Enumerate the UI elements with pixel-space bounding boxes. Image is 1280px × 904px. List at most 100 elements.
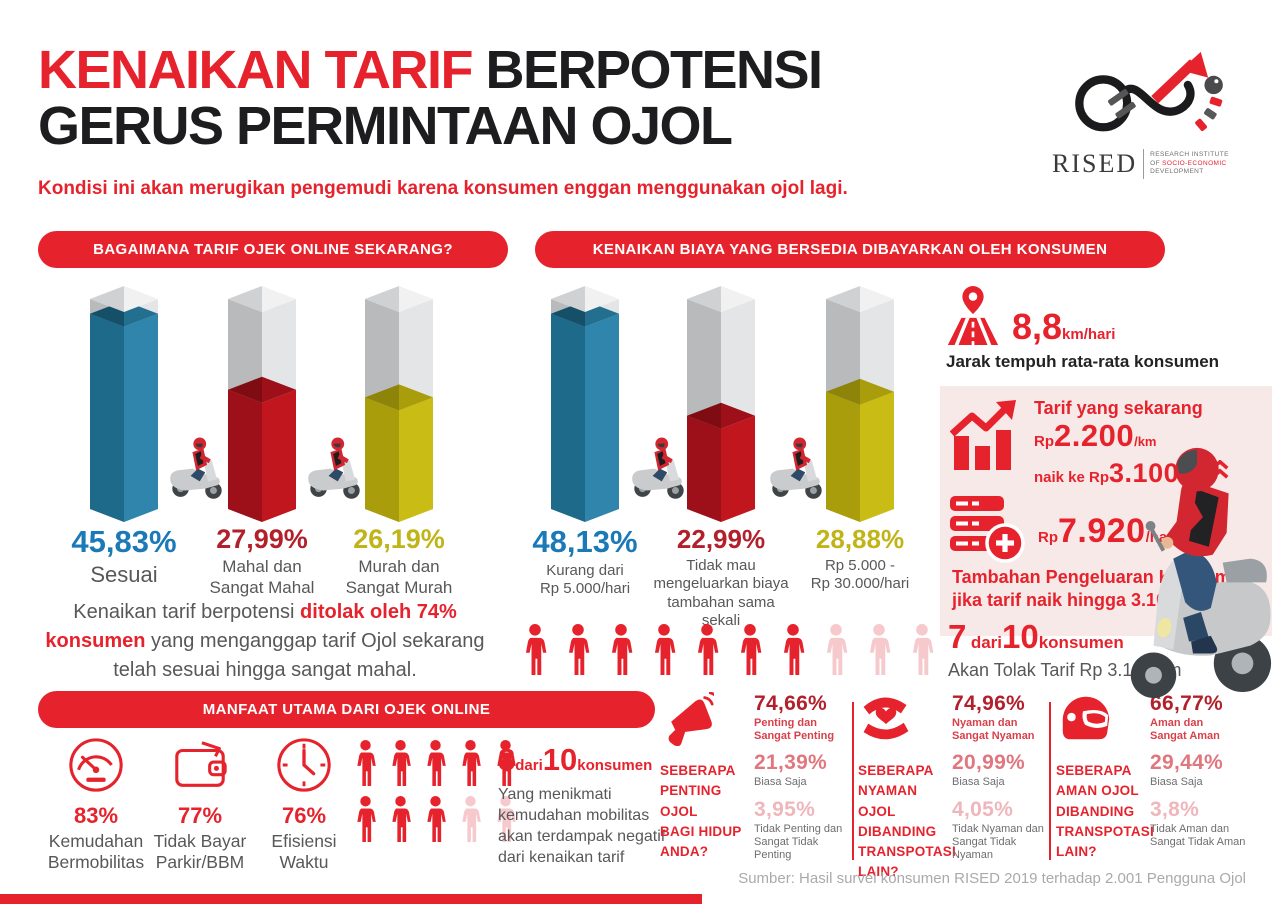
rejection-caption: Akan Tolak Tarif Rp 3.100/km <box>948 660 1182 680</box>
bar-value-block: 26,19% Murah dan Sangat Murah <box>324 524 474 598</box>
bottom-accent-bar <box>0 894 702 904</box>
survey-question-block: SEBERAPA NYAMAN OJOL DIBANDING TRANSPOTASI L… <box>858 692 956 883</box>
survey-stat-value: 29,44% <box>1150 751 1224 775</box>
section-header-willingness: KENAIKAN BIAYA YANG BERSEDIA DIBAYARKAN … <box>535 231 1165 268</box>
distance-unit: km/hari <box>1062 326 1116 343</box>
bar-red <box>687 286 755 531</box>
bar-value-block: 45,83% Sesuai <box>49 524 199 589</box>
survey-stat-value: 4,05% <box>952 797 1014 821</box>
wallet-icon <box>148 736 252 799</box>
survey-stat: 4,05% Tidak Nyaman dan Sangat Tidak Nyama… <box>952 798 1050 863</box>
road-pin-icon <box>944 284 1004 353</box>
impact-big2: 10 <box>542 742 578 777</box>
rejection-pictogram-row <box>520 624 937 675</box>
impact-pictogram-grid <box>352 740 524 842</box>
helmet-icon <box>1056 692 1144 751</box>
benefit-items: 83% Kemudahan Bermobilitas 77% Tidak Baya… <box>44 736 356 874</box>
benefit-item: 76% Efisiensi Waktu <box>252 736 356 874</box>
money-plus-icon <box>948 492 1026 569</box>
survey-question: SEBERAPA PENTING OJOL BAGI HIDUP ANDA? <box>660 763 742 859</box>
source-note: Sumber: Hasil survei konsumen RISED 2019… <box>738 870 1246 887</box>
logo-tagline: RESEARCH INSTITUTE OF SOCIO-ECONOMIC DEV… <box>1150 151 1229 177</box>
title-line2: GERUS PERMINTAAN OJOL <box>38 96 733 157</box>
rised-logo: RISED RESEARCH INSTITUTE OF SOCIO-ECONOM… <box>1052 50 1252 179</box>
logo-tagline-2a: OF <box>1150 159 1163 167</box>
rejection-note: Kenaikan tarif berpotensi ditolak oleh 7… <box>40 598 490 685</box>
section-header-current-tariff: BAGAIMANA TARIF OJEK ONLINE SEKARANG? <box>38 231 508 268</box>
bar-label: Mahal dan Sangat Mahal <box>209 557 315 597</box>
distance-value: 8,8 <box>1012 306 1063 347</box>
person-icon <box>462 740 481 786</box>
benefit-label: Tidak Bayar Parkir/BBM <box>153 831 247 873</box>
benefit-label: Efisiensi Waktu <box>271 831 337 873</box>
survey-stat: 21,39% Biasa Saja <box>754 751 852 789</box>
person-icon <box>568 624 590 675</box>
benefit-item: 83% Kemudahan Bermobilitas <box>44 736 148 874</box>
bar-value: 45,83% <box>71 524 177 559</box>
extra-spend-prefix: Rp <box>1038 529 1058 546</box>
survey-column-3: SEBERAPA AMAN OJOL DIBANDING TRANSPOTASI LAI… <box>1056 692 1248 862</box>
survey-stat: 3,8% Tidak Aman dan Sangat Tidak Aman <box>1150 798 1248 849</box>
survey-stat-value: 3,8% <box>1150 797 1200 821</box>
survey-stat: 66,77% Aman dan Sangat Aman <box>1150 692 1248 743</box>
person-icon <box>427 740 446 786</box>
benefit-item: 77% Tidak Bayar Parkir/BBM <box>148 736 252 874</box>
bar-value-block: 27,99% Mahal dan Sangat Mahal <box>187 524 337 598</box>
survey-stats: 74,96% Nyaman dan Sangat Nyaman 20,99% Bi… <box>952 692 1050 883</box>
survey-stat-label: Aman dan Sangat Aman <box>1150 717 1220 743</box>
person-icon <box>697 624 719 675</box>
bar-value: 22,99% <box>676 524 766 554</box>
bar-yellow <box>826 286 894 531</box>
survey-question: SEBERAPA NYAMAN OJOL DIBANDING TRANSPOTASI L… <box>858 763 956 880</box>
logo-tagline-1: RESEARCH INSTITUTE <box>1150 150 1229 158</box>
impact-headline: 8dari10konsumen <box>498 742 688 778</box>
person-icon <box>357 740 376 786</box>
benefit-label: Kemudahan Bermobilitas <box>47 831 145 873</box>
page-subtitle: Kondisi ini akan merugikan pengemudi kar… <box>38 178 848 199</box>
tariff-current-prefix: Rp <box>1034 433 1054 450</box>
survey-stat-label: Tidak Nyaman dan Sangat Tidak Nyaman <box>952 822 1044 861</box>
person-icon <box>654 624 676 675</box>
benefit-value: 77% <box>177 803 223 828</box>
survey-stat-label: Biasa Saja <box>952 776 1005 789</box>
person-icon <box>392 796 411 842</box>
survey-stat-value: 74,96% <box>952 692 1026 715</box>
person-icon <box>497 796 516 842</box>
tariff-heading: Tarif yang sekarang <box>1034 398 1203 418</box>
bar-value-block: 28,88% Rp 5.000 - Rp 30.000/hari <box>785 524 935 594</box>
rejection-word2: konsumen <box>1038 633 1124 652</box>
page-title: KENAIKAN TARIF BERPOTENSI GERUS PERMINTA… <box>38 40 823 157</box>
bar-label: Rp 5.000 - Rp 30.000/hari <box>810 557 910 593</box>
rejection-big1: 7 <box>948 618 967 655</box>
tariff-current-unit: /km <box>1134 434 1157 449</box>
survey-column-2: SEBERAPA NYAMAN OJOL DIBANDING TRANSPOTASI L… <box>858 692 1050 883</box>
title-black-part: BERPOTENSI <box>485 40 823 100</box>
survey-stat-label: Penting dan Sangat Penting <box>754 717 835 743</box>
survey-question-block: SEBERAPA AMAN OJOL DIBANDING TRANSPOTASI LAI… <box>1056 692 1154 862</box>
person-icon <box>869 624 891 675</box>
bar-label: Kurang dari Rp 5.000/hari <box>539 562 631 598</box>
survey-stat: 74,96% Nyaman dan Sangat Nyaman <box>952 692 1050 743</box>
bar-value: 48,13% <box>532 524 638 559</box>
bar-label: Tidak mau mengeluarkan biaya tambahan sama… <box>653 557 789 629</box>
benefit-value: 76% <box>281 803 327 828</box>
rejection-note-prefix: Kenaikan tarif berpotensi <box>73 601 301 623</box>
section-header-benefits: MANFAAT UTAMA DARI OJEK ONLINE <box>38 691 655 728</box>
tariff-current-value: 2.200 <box>1054 418 1135 453</box>
survey-stat-label: Biasa Saja <box>1150 776 1203 789</box>
logo-divider <box>1143 149 1145 179</box>
title-red-part: KENAIKAN TARIF <box>38 40 486 100</box>
survey-stat-label: Tidak Aman dan Sangat Tidak Aman <box>1150 822 1246 848</box>
rejection-note-suffix: yang menganggap tarif Ojol sekarang tela… <box>113 630 485 681</box>
logo-tagline-3: DEVELOPMENT <box>1150 168 1204 176</box>
bar-blue <box>551 286 619 531</box>
survey-question: SEBERAPA AMAN OJOL DIBANDING TRANSPOTASI LAI… <box>1056 763 1154 859</box>
rised-logo-icon <box>1052 50 1252 147</box>
person-icon <box>427 796 446 842</box>
logo-tagline-2b: SOCIO-ECONOMIC <box>1162 159 1227 167</box>
bar-value-block: 22,99% Tidak mau mengeluarkan biaya tambah… <box>646 524 796 630</box>
impact-block: 8dari10konsumen Yang menikmati kemudahan … <box>498 742 688 868</box>
survey-stat: 3,95% Tidak Penting dan Sangat Tidak Pent… <box>754 798 852 863</box>
scooter-rider-illustration <box>303 426 367 507</box>
